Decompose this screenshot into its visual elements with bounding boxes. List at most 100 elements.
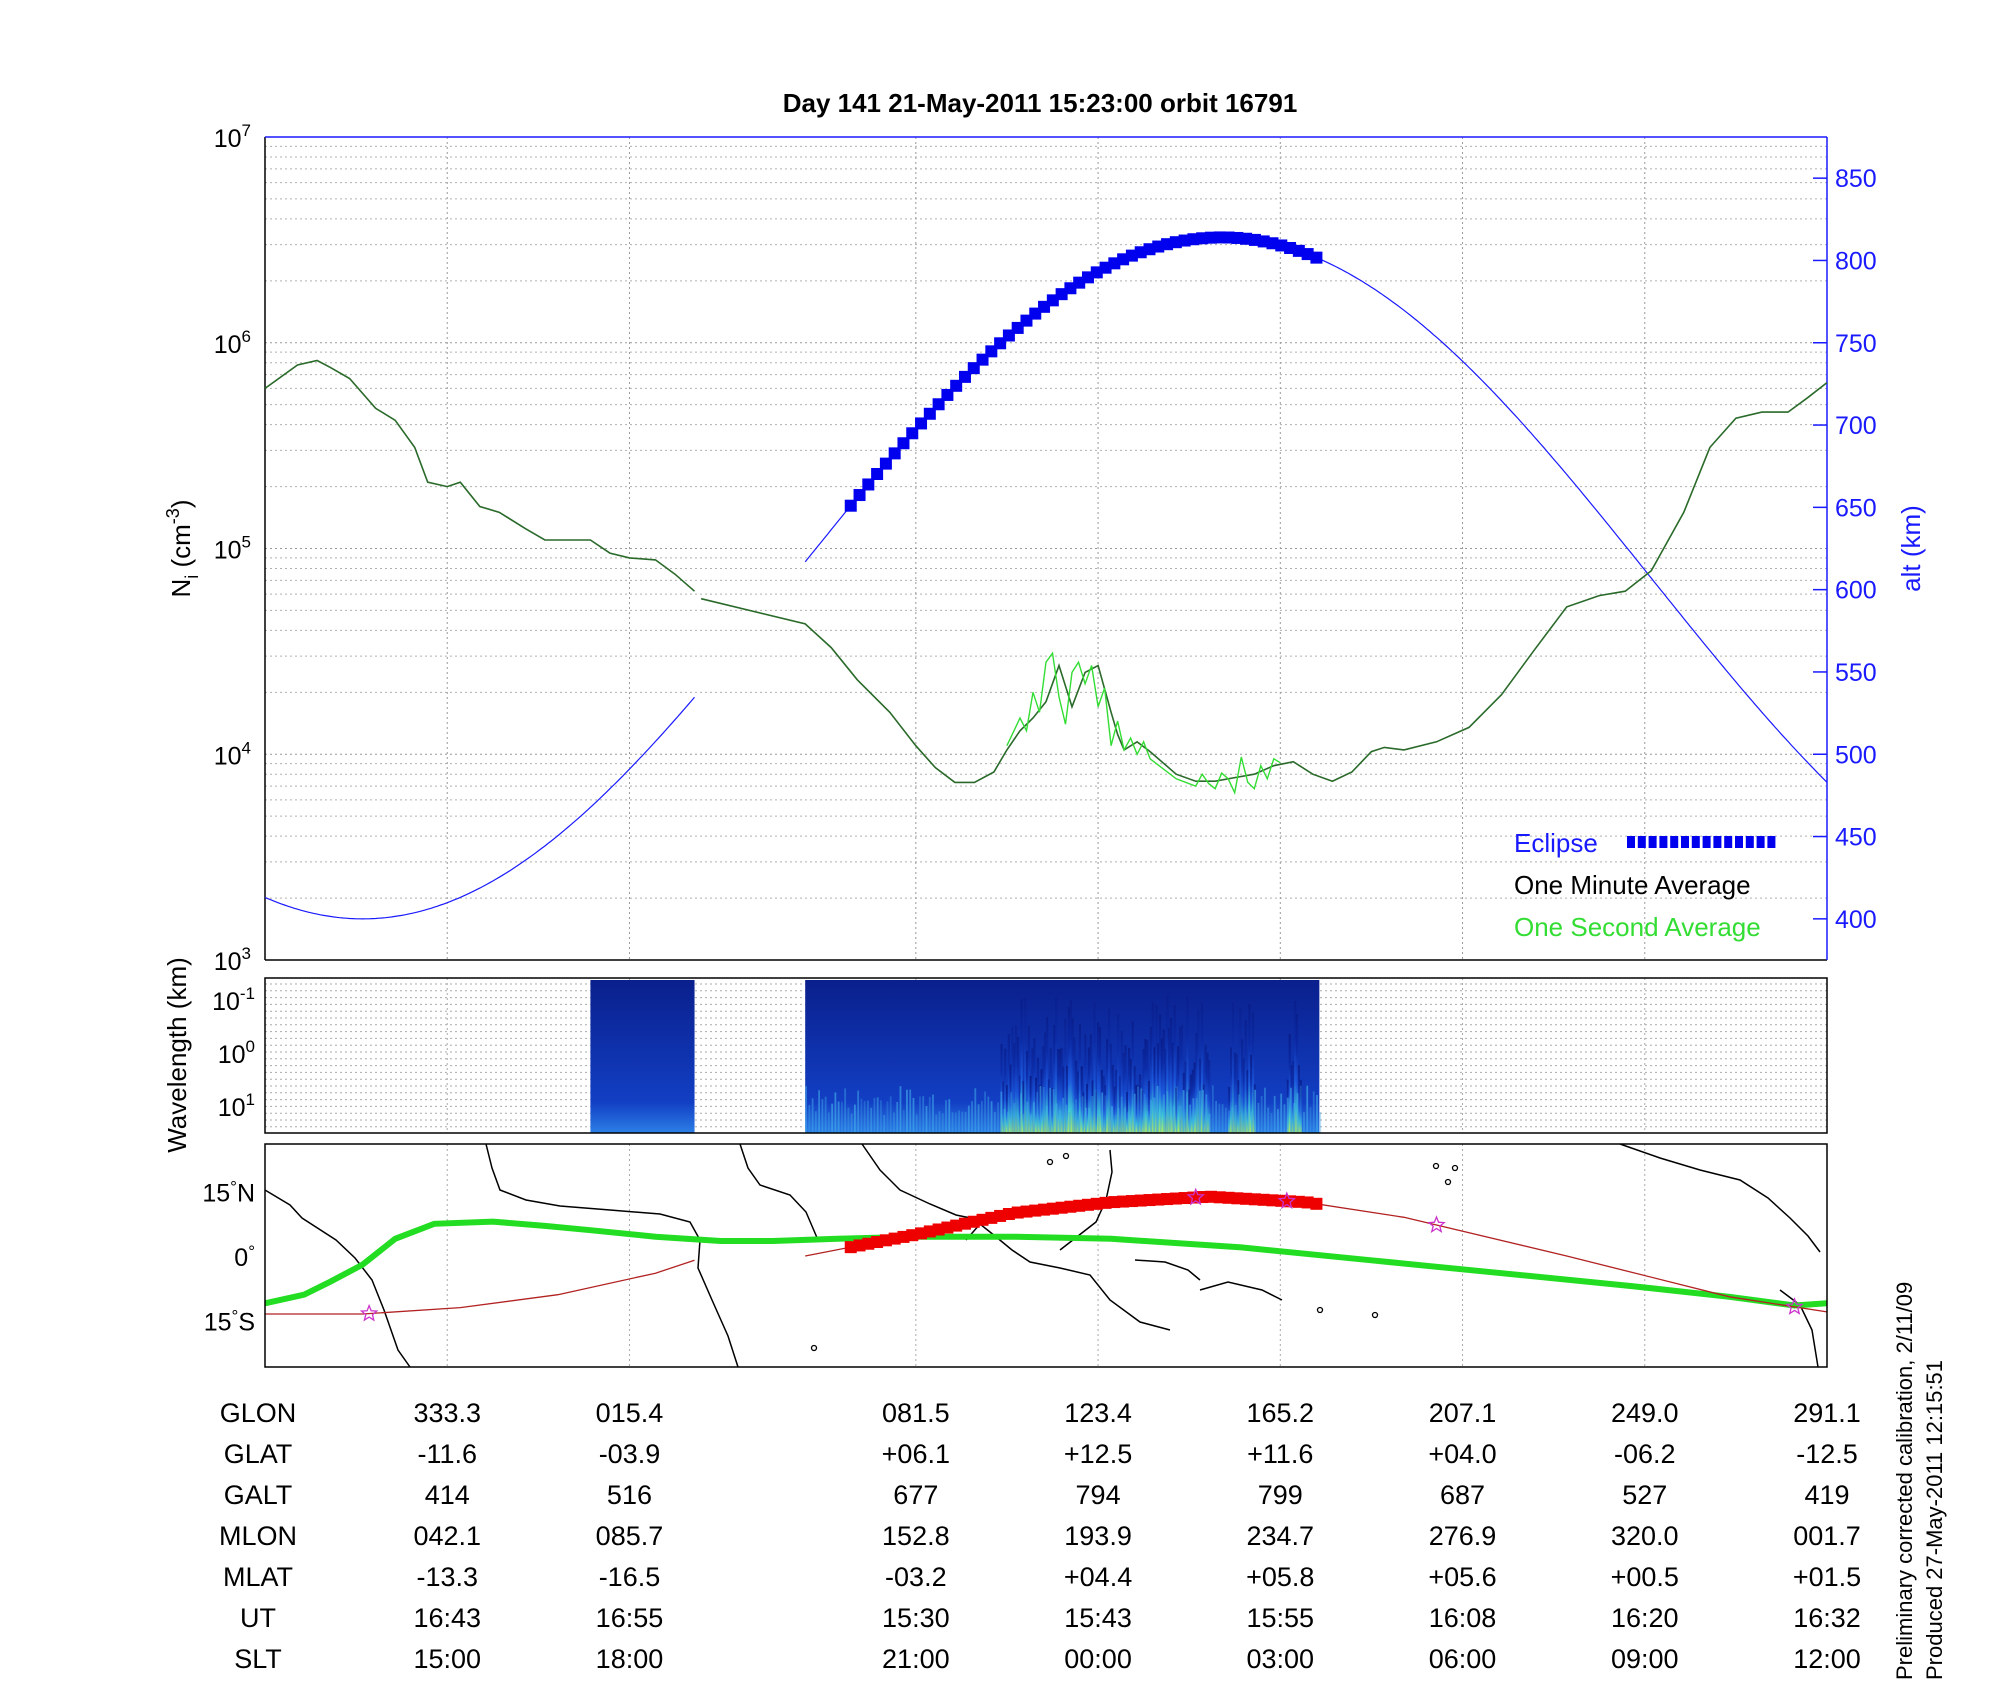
spectrogram-streak: [945, 1100, 947, 1133]
spectrogram-streak: [1290, 1087, 1292, 1133]
legend-eclipse-marker: [1637, 836, 1646, 848]
eclipse-marker: [844, 499, 857, 512]
table-cell: 234.7: [1247, 1521, 1315, 1551]
spectrogram-streak: [974, 1088, 977, 1133]
table-cell: 687: [1440, 1480, 1485, 1510]
table-cell: 527: [1622, 1480, 1667, 1510]
table-cell: +12.5: [1064, 1439, 1132, 1469]
spectrogram-streak: [1124, 1107, 1126, 1133]
spectrogram-streak: [1193, 1062, 1196, 1133]
spectrogram-streak: [1137, 1086, 1139, 1133]
spectrogram-streak: [824, 1096, 827, 1133]
table-cell: 16:55: [596, 1603, 664, 1633]
spectrogram-streak: [1046, 1105, 1048, 1133]
spectrogram-streak: [1047, 1079, 1051, 1133]
spectrogram-panel: 10-1 100 101 Wavelength (km): [162, 957, 1828, 1153]
table-cell: 165.2: [1247, 1398, 1315, 1428]
coastline: [1199, 1281, 1283, 1301]
spectrogram-streak: [1150, 1099, 1152, 1133]
spectrogram-streak: [818, 1090, 821, 1133]
spectrogram-streak: [915, 1114, 918, 1133]
table-row-label: MLON: [219, 1521, 297, 1551]
spectrogram-streak: [1215, 1100, 1218, 1133]
spectrogram-streak: [1163, 1094, 1165, 1133]
spectrogram-streak: [993, 1111, 996, 1133]
spectrogram-streak: [906, 1089, 908, 1133]
plot-title: Day 141 21-May-2011 15:23:00 orbit 16791: [783, 88, 1298, 118]
eclipse-marker: [941, 388, 954, 401]
spectrogram-streak: [1244, 1019, 1247, 1133]
spectrogram-streak: [1177, 1046, 1180, 1133]
legend-eclipse-label: Eclipse: [1514, 828, 1598, 858]
spectrogram-streak: [883, 1114, 886, 1133]
table-row-label: GLAT: [224, 1439, 293, 1469]
spectrogram-streak: [1025, 1051, 1029, 1133]
spectrogram-streak: [1242, 1058, 1246, 1133]
y2-tick-label: 400: [1835, 906, 1877, 934]
spectrogram-streak: [1117, 1013, 1120, 1133]
spectrogram-streak: [1135, 1085, 1138, 1133]
spectrogram-streak: [1055, 997, 1058, 1133]
spectrogram-streak: [873, 1097, 876, 1133]
spectrogram-streak: [1206, 1052, 1209, 1133]
table-cell: 18:00: [596, 1644, 664, 1674]
spectrogram-streak: [1022, 1080, 1025, 1133]
spectrogram-streak: [811, 1098, 814, 1133]
spectrogram-streak: [1098, 1110, 1100, 1133]
table-row-label: GLON: [220, 1398, 297, 1428]
table-cell: -13.3: [416, 1562, 478, 1592]
altitude-line: [804, 236, 1828, 783]
legend-avg-label: One Minute Average: [1514, 870, 1751, 900]
spectrogram-streak: [1153, 1097, 1156, 1133]
island: [1316, 1306, 1324, 1314]
y2-tick-label: 850: [1835, 165, 1877, 193]
spectrogram-streak: [1240, 1039, 1244, 1133]
legend-eclipse-marker: [1756, 836, 1765, 848]
spectrogram-streak: [1251, 1112, 1253, 1133]
y-tick-label: 103: [214, 944, 251, 976]
spectrogram-streak: [1158, 1014, 1162, 1133]
spectrogram-streak: [1056, 1049, 1060, 1133]
spectrogram-streak: [1312, 1091, 1315, 1133]
table-cell: 16:20: [1611, 1603, 1679, 1633]
spectrogram-streak: [961, 1111, 964, 1133]
spectrogram-streak: [1004, 1048, 1007, 1133]
spectrogram-streak: [1296, 1093, 1299, 1133]
spectrogram-streak: [1182, 1090, 1185, 1133]
spectrogram-streak: [1286, 1097, 1289, 1133]
spectrogram-streak: [1115, 1069, 1118, 1133]
spectrogram-streak: [1156, 1085, 1159, 1133]
spectrogram-streak: [1149, 1026, 1153, 1133]
spectrogram-streak: [1186, 997, 1189, 1133]
spectrogram-streak: [1306, 1085, 1309, 1133]
spectrogram-tick-label: 100: [218, 1037, 255, 1069]
spectrogram-streak: [1019, 1093, 1022, 1133]
spectrogram-streak: [1111, 1065, 1114, 1133]
spectrogram-streak: [1171, 1042, 1174, 1133]
spectrogram-streak: [1277, 1109, 1279, 1133]
spectrogram-streak: [1097, 1022, 1100, 1133]
spectrogram-streak: [1169, 1103, 1172, 1133]
table-cell: 015.4: [596, 1398, 664, 1428]
y2-tick-label: 650: [1835, 494, 1877, 522]
spectrogram-streak: [886, 1101, 889, 1133]
spectrogram-streak: [1192, 1098, 1195, 1133]
spectrogram-streak: [1185, 1092, 1188, 1133]
spectrogram-streak: [977, 1104, 980, 1133]
table-row-label: UT: [240, 1603, 276, 1633]
table-cell: 03:00: [1247, 1644, 1315, 1674]
spectrogram-streak: [1102, 1076, 1105, 1133]
spectrogram-tick-label: 10-1: [212, 984, 255, 1016]
spectrogram-streak: [1160, 1038, 1164, 1133]
spectrogram-streak: [1250, 1054, 1253, 1133]
spectrogram-streak: [827, 1112, 830, 1133]
spectrogram-tick-label: 101: [218, 1090, 255, 1122]
spectrogram-streak: [840, 1101, 843, 1133]
spectrogram-streak: [1075, 1060, 1078, 1133]
spectrogram-streak: [1246, 1070, 1249, 1133]
spectrogram-streak: [984, 1091, 986, 1133]
spectrogram-streak: [1231, 1106, 1234, 1133]
eclipse-marker: [906, 427, 919, 440]
table-cell: 291.1: [1793, 1398, 1861, 1428]
